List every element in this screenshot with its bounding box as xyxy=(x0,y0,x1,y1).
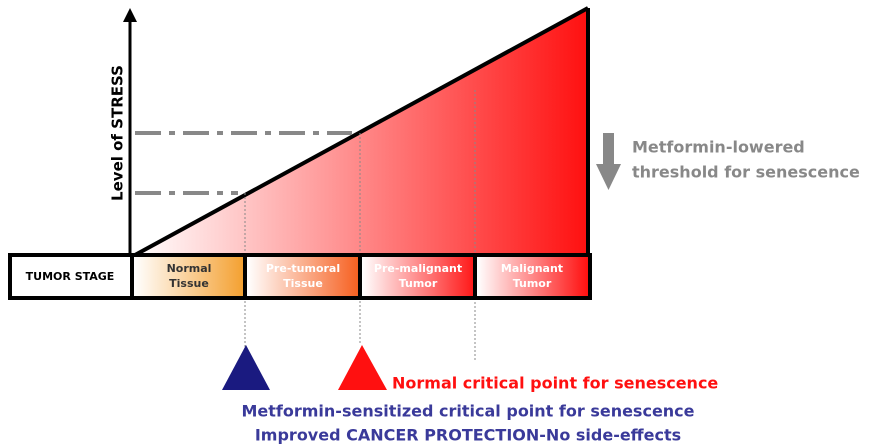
stage-label: Tissue xyxy=(283,277,323,290)
y-axis-arrow xyxy=(123,8,137,22)
metformin-point-label: Metformin-sensitized critical point for … xyxy=(241,402,694,421)
metformin-marker xyxy=(222,345,270,390)
stage-label: Pre-malignant xyxy=(374,262,462,275)
lower-arrow-shaft xyxy=(603,133,614,166)
stage-cell xyxy=(247,257,359,296)
stage-label: Tissue xyxy=(169,277,209,290)
stage-label: Tumor xyxy=(513,277,552,290)
stress-line xyxy=(134,6,589,257)
cell-borders xyxy=(130,255,477,298)
lower-arrow-head xyxy=(596,164,621,190)
stage-label: Pre-tumoral xyxy=(266,262,340,275)
metformin-point-label: Improved CANCER PROTECTION-No side-effec… xyxy=(255,426,681,445)
stage-cell xyxy=(362,257,474,296)
stage-label: Tumor xyxy=(399,277,438,290)
side-note: threshold for senescence xyxy=(632,163,860,182)
stage-label: Malignant xyxy=(501,262,563,275)
stage-cell xyxy=(477,257,588,296)
stage-labels: Normal Tissue Pre-tumoral Tissue Pre-maligna… xyxy=(167,262,563,290)
side-note: Metformin-lowered xyxy=(632,138,805,157)
stage-label: Normal xyxy=(167,262,212,275)
normal-marker xyxy=(338,345,387,390)
table-header: TUMOR STAGE xyxy=(26,270,115,283)
stage-cell xyxy=(134,257,244,296)
axis-label: Level of STRESS xyxy=(109,65,127,201)
normal-point-label: Normal critical point for senescence xyxy=(392,374,718,393)
